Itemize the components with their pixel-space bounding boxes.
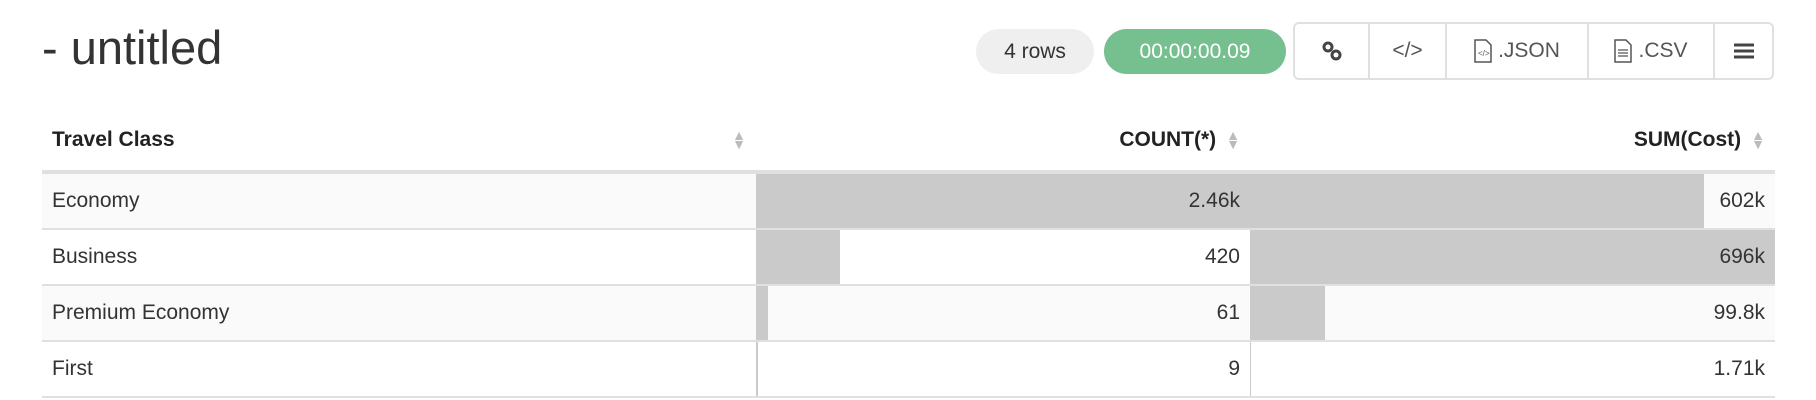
column-label: Travel Class: [52, 128, 175, 151]
cell-text: 602k: [1719, 189, 1765, 212]
sum-cost-cell: 602k: [1250, 174, 1775, 228]
cell-text: 2.46k: [1188, 189, 1240, 212]
cell-text: 420: [1204, 245, 1240, 268]
count-bar: [756, 174, 1250, 228]
copy-link-button[interactable]: [1295, 24, 1370, 78]
column-header-count[interactable]: COUNT(*) ▲ ▼: [756, 110, 1250, 170]
row-count-badge: 4 rows: [976, 29, 1094, 74]
cell-text: First: [52, 357, 93, 380]
sum-cost-cell: 696k: [1250, 230, 1775, 284]
table-header: Travel Class ▲ ▼ COUNT(*) ▲ ▼ SUM(Cost) ▲ ▼: [42, 110, 1775, 174]
code-icon: </>: [1392, 39, 1423, 62]
cell-text: 99.8k: [1713, 301, 1765, 324]
travel-class-cell: Premium Economy: [42, 286, 756, 340]
travel-class-cell: Business: [42, 230, 756, 284]
cell-text: 61: [1216, 301, 1240, 324]
link-icon: [1322, 41, 1341, 61]
column-header-travel-class[interactable]: Travel Class ▲ ▼: [42, 110, 756, 170]
sum-bar: [1250, 230, 1775, 284]
sum-bar: [1250, 342, 1252, 396]
page-title: - untitled: [42, 21, 223, 74]
sum-cost-cell: 1.71k: [1250, 342, 1775, 396]
cell-text: 9: [1228, 357, 1240, 380]
sort-icon[interactable]: ▲ ▼: [732, 127, 746, 152]
export-csv-button[interactable]: .CSV: [1589, 24, 1715, 78]
column-label: SUM(Cost): [1633, 128, 1742, 151]
json-file-icon: </>: [1474, 39, 1492, 63]
sort-icon[interactable]: ▲ ▼: [1751, 127, 1765, 152]
count-cell: 61: [756, 286, 1250, 340]
cell-text: 696k: [1719, 245, 1765, 268]
elapsed-time-badge: 00:00:00.09: [1104, 29, 1286, 74]
toolbar: </> </> .JSON .CSV: [1293, 22, 1774, 80]
menu-button[interactable]: [1715, 24, 1772, 78]
count-cell: 420: [756, 230, 1250, 284]
count-bar: [756, 286, 769, 340]
count-bar: [756, 230, 841, 284]
json-label: .JSON: [1498, 39, 1560, 62]
sum-cost-cell: 99.8k: [1250, 286, 1775, 340]
embed-button[interactable]: </>: [1370, 24, 1447, 78]
export-json-button[interactable]: </> .JSON: [1447, 24, 1589, 78]
sum-bar: [1250, 174, 1705, 228]
cell-text: 1.71k: [1713, 357, 1765, 380]
count-cell: 2.46k: [756, 174, 1250, 228]
sort-icon[interactable]: ▲ ▼: [1226, 127, 1240, 152]
csv-file-icon: [1614, 39, 1633, 63]
cell-text: Premium Economy: [52, 301, 230, 324]
table-row: Premium Economy 61 99.8k: [42, 286, 1775, 342]
table-row: Economy 2.46k 602k: [42, 174, 1775, 230]
svg-text:</>: </>: [1478, 49, 1490, 58]
cell-text: Economy: [52, 189, 140, 212]
table-row: Business 420 696k: [42, 230, 1775, 286]
results-table: Travel Class ▲ ▼ COUNT(*) ▲ ▼ SUM(Cost) ▲ ▼ Ec…: [42, 110, 1775, 398]
travel-class-cell: First: [42, 342, 756, 396]
column-header-sum-cost[interactable]: SUM(Cost) ▲ ▼: [1250, 110, 1775, 170]
csv-label: .CSV: [1638, 39, 1688, 62]
menu-icon: [1733, 43, 1754, 59]
travel-class-cell: Economy: [42, 174, 756, 228]
table-row: First 9 1.71k: [42, 342, 1775, 398]
column-label: COUNT(*): [1119, 128, 1217, 151]
cell-text: Business: [52, 245, 138, 268]
sum-bar: [1250, 286, 1326, 340]
count-cell: 9: [756, 342, 1250, 396]
count-bar: [756, 342, 758, 396]
